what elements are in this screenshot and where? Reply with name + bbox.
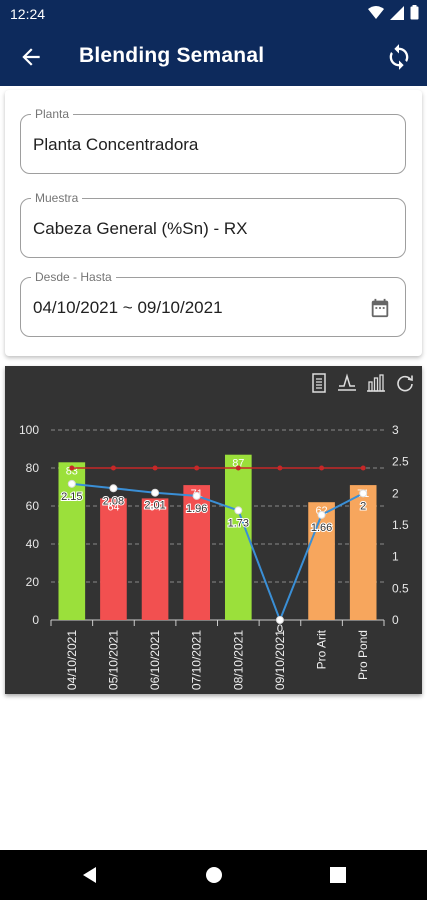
- x-tick-label: 08/10/2021: [231, 630, 245, 690]
- bar: [183, 485, 211, 620]
- nav-back-icon[interactable]: [80, 865, 100, 885]
- bar: [349, 485, 377, 620]
- arrow-back-icon[interactable]: [18, 44, 44, 70]
- y-right-tick-label: 3: [392, 423, 399, 437]
- target-point: [319, 465, 325, 471]
- target-point: [152, 465, 158, 471]
- target-point: [110, 465, 116, 471]
- y-left-tick-label: 60: [26, 499, 40, 513]
- target-point: [235, 465, 241, 471]
- line-value-label: 2: [360, 500, 366, 512]
- x-tick-label: 04/10/2021: [65, 630, 79, 690]
- nav-recents-icon[interactable]: [328, 865, 348, 885]
- target-point: [360, 465, 366, 471]
- restore-icon[interactable]: [394, 372, 416, 394]
- x-tick-label: Pro Arit: [315, 629, 329, 669]
- line-point: [317, 510, 326, 519]
- target-point: [194, 465, 200, 471]
- line-value-label: 2.15: [61, 491, 82, 503]
- line-point: [151, 488, 160, 497]
- line-value-label: 1.66: [311, 522, 332, 534]
- status-icons: [368, 5, 419, 20]
- bar-chart-icon[interactable]: [365, 372, 387, 394]
- bar-value-label: 64: [149, 501, 161, 513]
- bar: [100, 498, 127, 620]
- y-right-tick-label: 2: [392, 486, 399, 500]
- sync-icon[interactable]: [385, 43, 413, 71]
- chart-panel: 0 20 40 60 80 100 0 0.5 1 1.5 2 2.5 3 83 04/10/2021 64 0…: [5, 366, 422, 694]
- bar: [224, 454, 252, 620]
- y-right-tick-label: 0.5: [392, 581, 409, 595]
- y-left-tick-label: 20: [26, 575, 40, 589]
- battery-icon: [410, 5, 419, 20]
- x-tick-label: Pro Pond: [356, 630, 370, 680]
- target-point: [277, 465, 283, 471]
- planta-label: Planta: [31, 107, 74, 121]
- line-point: [359, 489, 368, 498]
- y-left-tick-label: 40: [26, 537, 40, 551]
- bar-value-label: 0: [277, 623, 283, 635]
- x-tick-label: 06/10/2021: [148, 630, 162, 690]
- app-bar: Blending Semanal: [0, 28, 427, 86]
- muestra-value: Cabeza General (%Sn) - RX: [33, 219, 248, 238]
- status-bar: 12:24: [0, 0, 427, 28]
- target-point: [69, 465, 75, 471]
- line-point: [67, 479, 76, 488]
- y-left-tick-label: 80: [26, 461, 40, 475]
- date-range-field[interactable]: Desde - Hasta 04/10/2021 ~ 09/10/2021: [20, 270, 406, 337]
- bar: [58, 462, 86, 620]
- bar-value-label: 87: [232, 458, 244, 470]
- x-tick-label: 09/10/2021: [273, 630, 287, 690]
- bar-value-label: 64: [107, 501, 119, 513]
- line-point: [275, 616, 284, 624]
- signal-icon: [390, 5, 404, 20]
- blending-chart: 02040608010000.511.522.538304/10/2021640…: [19, 423, 409, 690]
- y-right-tick-label: 0: [392, 613, 399, 627]
- x-tick-label: 07/10/2021: [190, 630, 204, 690]
- page-title: Blending Semanal: [79, 44, 265, 67]
- y-left-tick-label: 0: [32, 613, 39, 627]
- bar: [141, 498, 169, 620]
- calendar-icon[interactable]: [369, 297, 391, 319]
- muestra-field[interactable]: Muestra Cabeza General (%Sn) - RX: [20, 191, 406, 258]
- y-right-tick-label: 2.5: [392, 455, 409, 469]
- bar: [308, 502, 335, 620]
- y-right-tick-label: 1.5: [392, 518, 409, 532]
- line-point: [192, 491, 201, 500]
- data-view-icon[interactable]: [308, 372, 330, 394]
- line-value-label: 2.01: [144, 500, 165, 512]
- line-chart-icon[interactable]: [336, 372, 358, 394]
- filter-card: Planta Planta Concentradora Muestra Cabe…: [5, 90, 422, 356]
- muestra-label: Muestra: [31, 191, 83, 205]
- nav-home-icon[interactable]: [204, 865, 224, 885]
- date-range-value: 04/10/2021 ~ 09/10/2021: [33, 298, 223, 317]
- status-time: 12:24: [10, 6, 46, 22]
- planta-field[interactable]: Planta Planta Concentradora: [20, 107, 406, 174]
- line-series: [71, 482, 364, 623]
- planta-value: Planta Concentradora: [33, 135, 199, 154]
- y-right-tick-label: 1: [392, 550, 399, 564]
- y-left-tick-label: 100: [19, 423, 39, 437]
- x-tick-label: 05/10/2021: [106, 630, 120, 690]
- line-point: [234, 506, 243, 515]
- date-range-label: Desde - Hasta: [31, 270, 116, 284]
- navigation-bar: [0, 850, 427, 900]
- line-point: [109, 484, 118, 493]
- line-value-label: 1.96: [186, 503, 207, 515]
- line-value-label: 2.08: [103, 495, 124, 507]
- wifi-icon: [368, 5, 384, 19]
- line-value-label: 1.73: [228, 517, 249, 529]
